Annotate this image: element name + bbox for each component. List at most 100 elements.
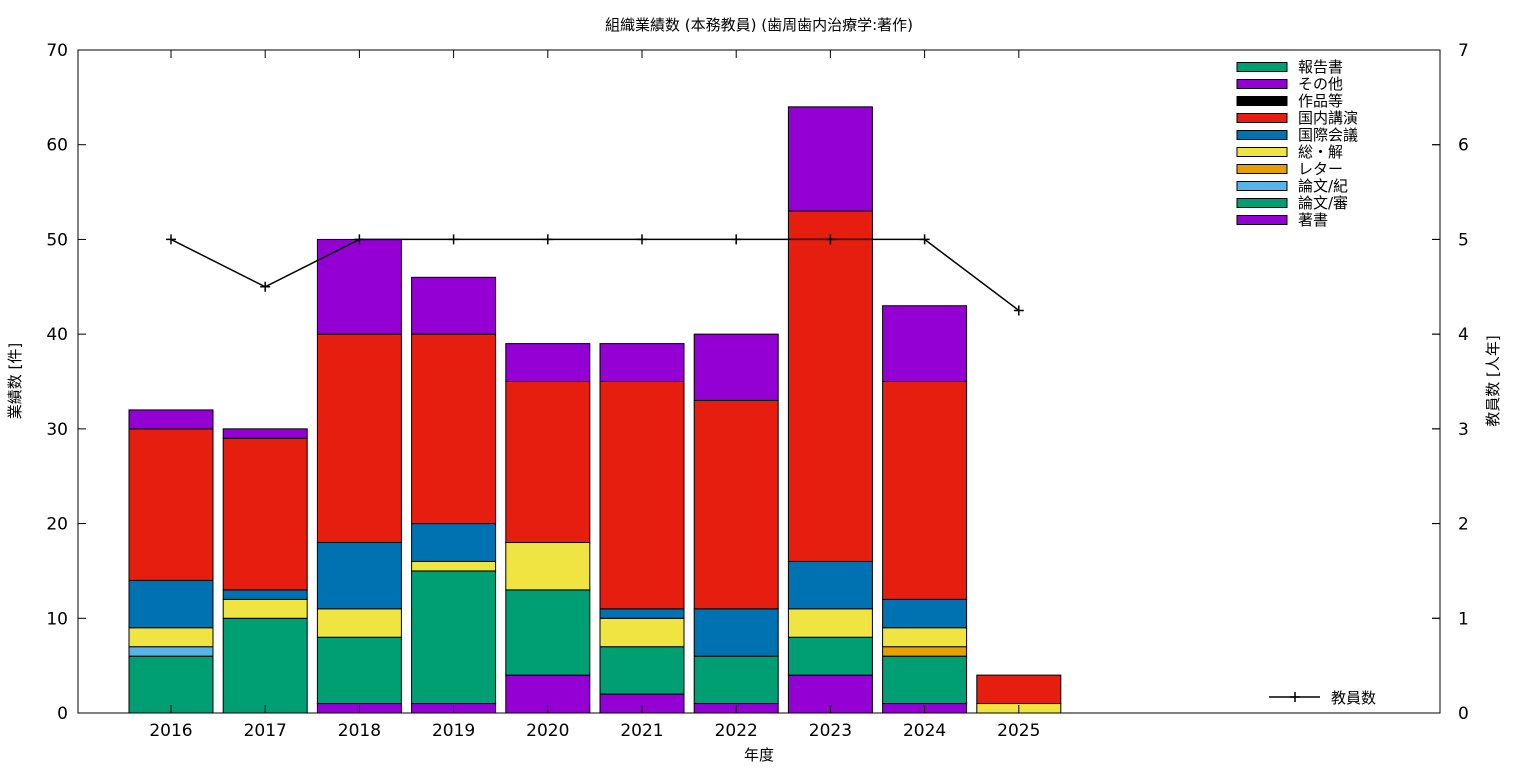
bar-2024-series-8: [882, 305, 968, 383]
bar-2025-series-6: [976, 674, 1062, 705]
x-tick-label: 2022: [715, 721, 758, 741]
legend-label-line: 教員数: [1331, 689, 1376, 707]
bar-2017-series-6: [222, 437, 308, 591]
y2-tick-label: 0: [1458, 704, 1469, 724]
legend-line-marker: [1290, 692, 1300, 702]
bar-2019-series-1: [411, 570, 497, 705]
line-point-2021: [637, 234, 647, 245]
line-point-2020: [542, 234, 553, 245]
bar-2024-series-5: [882, 598, 968, 629]
y2-tick-label: 4: [1458, 325, 1469, 345]
bar-2016-series-6: [128, 428, 214, 581]
bar-2016-series-1: [128, 655, 214, 714]
bar-2019-series-5: [411, 523, 497, 562]
bar-2020-series-4: [505, 542, 591, 591]
legend-swatch-報告書: [1236, 62, 1288, 72]
bar-2021-series-6: [599, 381, 685, 610]
bar-2016-series-5: [128, 579, 214, 629]
line-series-教員数: [170, 238, 1020, 312]
bar-2024-series-1: [882, 655, 968, 705]
bar-2017-series-8: [222, 428, 308, 439]
line-point-2023: [825, 234, 836, 245]
bar-2018-series-6: [316, 333, 402, 544]
bar-2020-series-8: [505, 343, 591, 383]
y2-tick-label: 1: [1458, 609, 1469, 629]
bar-2017-series-5: [222, 589, 308, 600]
bar-2023-series-6: [787, 210, 873, 562]
line-point-2016: [166, 234, 176, 245]
x-tick-label: 2016: [149, 721, 192, 741]
ticks-layer: 0 10 20 30 40 50 60 70 0 1 2 3 4 5 6 7 2016 2017 2018 2019 2…: [46, 41, 1468, 741]
y-axis-label: 業績数 [件]: [6, 343, 24, 419]
x-tick-label: 2021: [620, 721, 663, 741]
bar-2023-series-5: [787, 560, 873, 610]
bar-2023-series-8: [787, 106, 873, 212]
x-tick-label: 2024: [903, 721, 946, 741]
bar-2018-series-1: [316, 636, 402, 705]
plot-frame: [77, 49, 1441, 714]
x-tick-label: 2018: [338, 721, 381, 741]
bar-2022-series-1: [693, 655, 779, 705]
bars-layer: [128, 106, 1062, 714]
y-tick-label: 70: [46, 41, 68, 61]
bar-2017-series-4: [222, 598, 308, 619]
y2-tick-label: 2: [1458, 515, 1469, 535]
bar-2023-series-4: [787, 608, 873, 638]
legend-swatch-総・解: [1236, 147, 1288, 157]
y-tick-label: 60: [46, 136, 68, 156]
bar-2019-series-8: [411, 276, 497, 335]
legend-label-報告書: 報告書: [1298, 58, 1343, 76]
legend-swatch-国際会議: [1236, 130, 1288, 140]
bar-2018-series-8: [316, 238, 402, 335]
line-point-2018: [354, 234, 365, 245]
bar-2021-series-1: [599, 646, 685, 695]
y-tick-label: 0: [57, 704, 68, 724]
legend-label-国際会議: 国際会議: [1298, 126, 1358, 144]
bar-2017-series-1: [222, 617, 308, 714]
bar-2022-series-5: [693, 608, 779, 657]
bar-2023-series-1: [787, 636, 873, 676]
legend-swatch-国内講演: [1236, 113, 1288, 123]
bar-2016-series-4: [128, 627, 214, 648]
y-tick-label: 10: [46, 609, 68, 629]
bar-2018-series-4: [316, 608, 402, 638]
x-tick-label: 2020: [526, 721, 569, 741]
x-tick-label: 2017: [244, 721, 287, 741]
legend-label-レター: レター: [1298, 160, 1343, 178]
bar-2020-series-6: [505, 381, 591, 544]
line-layer: [166, 234, 1024, 316]
legend-swatch-作品等: [1236, 96, 1288, 106]
line-point-2024: [919, 234, 930, 245]
bar-2016-series-8: [128, 409, 214, 430]
legend-label-その他: その他: [1298, 75, 1343, 93]
legend-swatch-論文/審: [1236, 198, 1288, 208]
bar-2019-series-6: [411, 333, 497, 525]
bar-2021-series-4: [599, 617, 685, 648]
line-point-2019: [448, 234, 459, 245]
y2-tick-label: 5: [1458, 230, 1469, 250]
legend-swatch-論文/紀: [1236, 181, 1288, 191]
bar-2022-series-8: [693, 333, 779, 401]
bar-2021-series-5: [599, 608, 685, 619]
legend-swatch-著書: [1236, 215, 1288, 225]
bar-2019-series-4: [411, 560, 497, 572]
legend-label-論文/審: 論文/審: [1298, 194, 1348, 212]
bar-2024-series-6: [882, 381, 968, 600]
y2-axis-label: 教員数 [人年]: [1484, 335, 1502, 426]
y2-tick-label: 7: [1458, 41, 1469, 61]
bar-2024-series-3: [882, 646, 968, 657]
chart-title: 組織業績数 (本務教員) (歯周歯内治療学:著作): [605, 16, 913, 34]
legend-label-国内講演: 国内講演: [1298, 109, 1358, 127]
legend-label-論文/紀: 論文/紀: [1298, 177, 1348, 195]
legend-swatch-レター: [1236, 164, 1288, 174]
line-point-2025: [1013, 305, 1024, 316]
y-tick-label: 30: [46, 420, 68, 440]
bar-2022-series-6: [693, 399, 779, 610]
y-tick-label: 20: [46, 515, 68, 535]
y-tick-label: 40: [46, 325, 68, 345]
y2-tick-label: 3: [1458, 420, 1469, 440]
bar-2016-series-2: [128, 646, 214, 657]
y-tick-label: 50: [46, 230, 68, 250]
